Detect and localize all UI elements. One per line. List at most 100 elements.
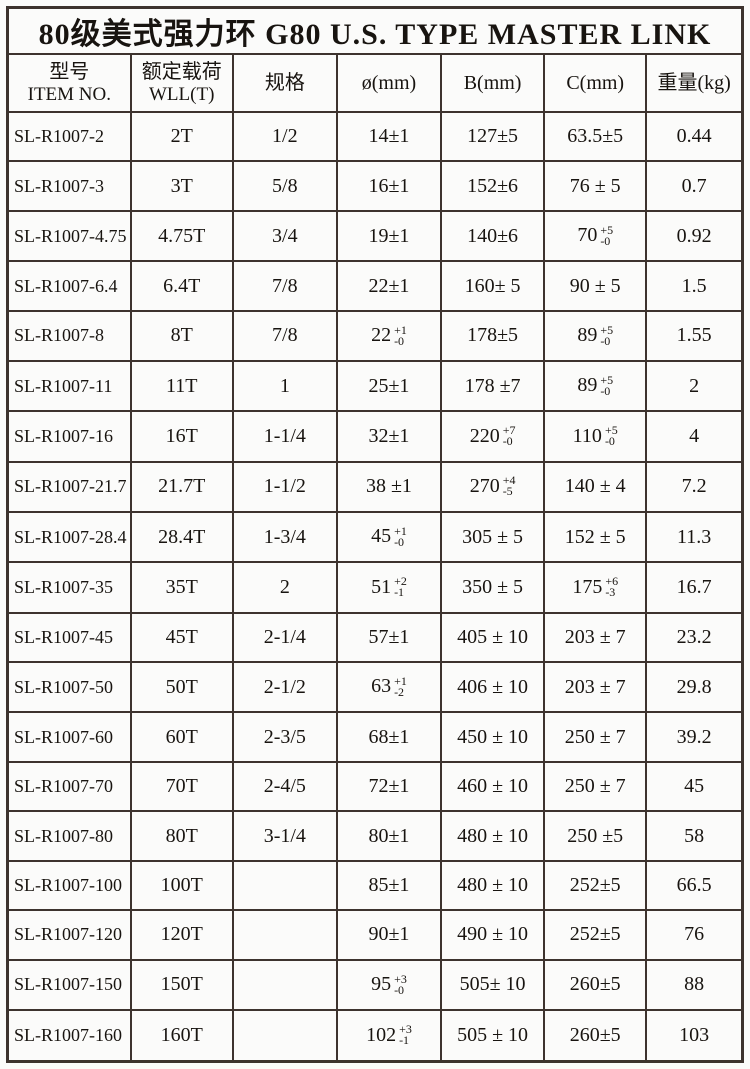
diameter-cell: 22 +1 -0 — [335, 309, 443, 363]
b-dim-cell: 406 ± 10 — [440, 661, 546, 714]
b-dim-cell: 140±6 — [440, 209, 546, 263]
c-dim-cell: 260±5 — [543, 958, 648, 1012]
wll-cell: 4.75T — [129, 209, 234, 263]
weight-cell: 7.2 — [645, 460, 744, 513]
item-no-cell: SL-R1007-60 — [6, 711, 132, 763]
wll-cell: 35T — [129, 561, 234, 614]
spec-cell: 5/8 — [231, 160, 338, 212]
table-title-row: 80级美式强力环 G80 U.S. TYPE MASTER LINK — [6, 6, 744, 55]
tolerance-stack: +1 -0 — [394, 322, 407, 348]
b-dim-cell: 480 ± 10 — [440, 810, 546, 862]
b-dim-cell: 505± 10 — [440, 958, 546, 1012]
wll-cell: 70T — [129, 760, 234, 813]
spec-cell: 1 — [231, 360, 338, 413]
table-row: SL-R1007-3 3T 5/8 16±1 152±6 76 ± 5 0.7 — [6, 160, 744, 212]
tolerance-stack: +1 -2 — [394, 673, 407, 699]
item-no-cell: SL-R1007-28.4 — [6, 510, 132, 564]
table-row: SL-R1007-16 16T 1-1/4 32±1 220 +7 -0 110 +5 -0 4 — [6, 410, 744, 463]
weight-cell: 1.55 — [645, 309, 744, 363]
table-row: SL-R1007-60 60T 2-3/5 68±1 450 ± 10 250 ± 7 39… — [6, 711, 744, 763]
spec-cell: 7/8 — [231, 260, 338, 312]
weight-cell: 23.2 — [645, 611, 744, 664]
item-no-cell: SL-R1007-4.75 — [6, 209, 132, 263]
wll-cell: 8T — [129, 309, 234, 363]
b-dim-cell: 460 ± 10 — [440, 760, 546, 813]
weight-cell: 29.8 — [645, 661, 744, 714]
table-row: SL-R1007-80 80T 3-1/4 80±1 480 ± 10 250 ±5 58 — [6, 810, 744, 862]
c-dim-cell: 90 ± 5 — [543, 260, 648, 312]
table-row: SL-R1007-70 70T 2-4/5 72±1 460 ± 10 250 ± 7 45 — [6, 760, 744, 813]
item-no-cell: SL-R1007-45 — [6, 611, 132, 664]
b-dim-cell: 270 +4 -5 — [440, 460, 546, 513]
b-dim-cell: 490 ± 10 — [440, 909, 546, 961]
c-dim-cell: 76 ± 5 — [543, 160, 648, 212]
item-no-cell: SL-R1007-16 — [6, 410, 132, 463]
c-dim-cell: 203 ± 7 — [543, 661, 648, 714]
diameter-cell: 22±1 — [335, 260, 443, 312]
header-c-dim: C(mm) — [543, 53, 648, 113]
diameter-cell: 14±1 — [335, 110, 443, 163]
weight-cell: 0.7 — [645, 160, 744, 212]
item-no-cell: SL-R1007-11 — [6, 360, 132, 413]
b-dim-cell: 405 ± 10 — [440, 611, 546, 664]
c-dim-cell: 250 ± 7 — [543, 760, 648, 813]
header-weight: 重量(kg) — [645, 53, 744, 113]
c-dim-cell: 89 +5 -0 — [543, 309, 648, 363]
item-no-cell: SL-R1007-50 — [6, 661, 132, 714]
header-spec: 规格 — [231, 53, 338, 113]
header-wll: 额定载荷 WLL(T) — [129, 53, 234, 113]
weight-cell: 1.5 — [645, 260, 744, 312]
b-dim-cell: 350 ± 5 — [440, 561, 546, 614]
spec-cell: 3/4 — [231, 209, 338, 263]
table-row: SL-R1007-28.4 28.4T 1-3/4 45 +1 -0 305 ± 5 152 … — [6, 510, 744, 564]
b-dim-cell: 127±5 — [440, 110, 546, 163]
spec-cell: 3-1/4 — [231, 810, 338, 862]
b-dim-cell: 505 ± 10 — [440, 1009, 546, 1063]
table-row: SL-R1007-150 150T 95 +3 -0 505± 10 260±5 88 — [6, 958, 744, 1012]
wll-cell: 80T — [129, 810, 234, 862]
wll-cell: 28.4T — [129, 510, 234, 564]
table-row: SL-R1007-45 45T 2-1/4 57±1 405 ± 10 203 ± 7 23… — [6, 611, 744, 664]
weight-cell: 2 — [645, 360, 744, 413]
c-dim-cell: 260±5 — [543, 1009, 648, 1063]
header-item-en: ITEM NO. — [27, 83, 112, 105]
item-no-cell: SL-R1007-2 — [6, 110, 132, 163]
table-header-row: 型号 ITEM NO. 额定载荷 WLL(T) 规格 ø(mm) B(mm) C… — [6, 53, 744, 113]
spec-cell: 2-1/4 — [231, 611, 338, 664]
item-no-cell: SL-R1007-70 — [6, 760, 132, 813]
wll-cell: 120T — [129, 909, 234, 961]
header-wll-en: WLL(T) — [149, 83, 215, 105]
spec-cell: 2-3/5 — [231, 711, 338, 763]
table-row: SL-R1007-4.75 4.75T 3/4 19±1 140±6 70 +5 -0 0.92 — [6, 209, 744, 263]
weight-cell: 88 — [645, 958, 744, 1012]
wll-cell: 150T — [129, 958, 234, 1012]
diameter-cell: 85±1 — [335, 859, 443, 912]
diameter-cell: 32±1 — [335, 410, 443, 463]
c-dim-cell: 203 ± 7 — [543, 611, 648, 664]
table-row: SL-R1007-6.4 6.4T 7/8 22±1 160± 5 90 ± 5 1.5 — [6, 260, 744, 312]
wll-cell: 16T — [129, 410, 234, 463]
weight-cell: 4 — [645, 410, 744, 463]
table-row: SL-R1007-2 2T 1/2 14±1 127±5 63.5±5 0.44 — [6, 110, 744, 163]
c-dim-cell: 152 ± 5 — [543, 510, 648, 564]
spec-cell: 1-1/4 — [231, 410, 338, 463]
wll-cell: 21.7T — [129, 460, 234, 513]
weight-cell: 76 — [645, 909, 744, 961]
weight-cell: 66.5 — [645, 859, 744, 912]
b-dim-cell: 178±5 — [440, 309, 546, 363]
tolerance-stack: +5 -0 — [600, 222, 614, 248]
table-body: SL-R1007-2 2T 1/2 14±1 127±5 63.5±5 0.44 SL-R10… — [6, 110, 744, 1063]
item-no-cell: SL-R1007-6.4 — [6, 260, 132, 312]
diameter-cell: 51 +2 -1 — [335, 561, 443, 614]
b-dim-cell: 160± 5 — [440, 260, 546, 312]
weight-cell: 11.3 — [645, 510, 744, 564]
wll-cell: 60T — [129, 711, 234, 763]
wll-cell: 45T — [129, 611, 234, 664]
wll-cell: 11T — [129, 360, 234, 413]
c-dim-cell: 89 +5 -0 — [543, 360, 648, 413]
item-no-cell: SL-R1007-160 — [6, 1009, 132, 1063]
table-row: SL-R1007-50 50T 2-1/2 63 +1 -2 406 ± 10 203 ± 7… — [6, 661, 744, 714]
header-diameter: ø(mm) — [335, 53, 443, 113]
tolerance-stack: +5 -0 — [600, 372, 614, 398]
tolerance-stack: +4 -5 — [502, 473, 516, 499]
